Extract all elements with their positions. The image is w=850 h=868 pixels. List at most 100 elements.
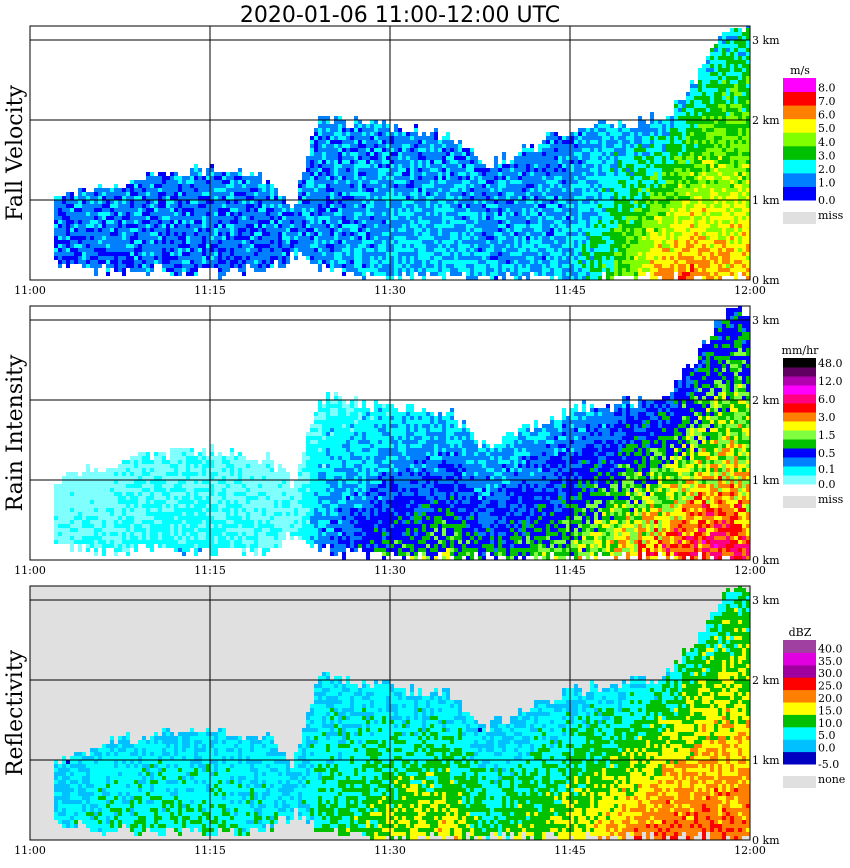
heatmap-cell bbox=[422, 148, 426, 152]
heatmap-cell bbox=[386, 448, 390, 456]
heatmap-cell bbox=[186, 252, 190, 256]
heatmap-cell bbox=[82, 204, 86, 236]
heatmap-cell bbox=[290, 224, 294, 228]
heatmap-cell bbox=[410, 148, 414, 152]
heatmap-cell bbox=[366, 160, 370, 164]
heatmap-cell bbox=[474, 488, 478, 492]
heatmap-cell bbox=[682, 152, 686, 160]
heatmap-cell bbox=[346, 144, 350, 148]
heatmap-cell bbox=[194, 456, 198, 468]
heatmap-cell bbox=[702, 172, 706, 176]
heatmap-cell bbox=[618, 140, 622, 148]
heatmap-cell bbox=[290, 532, 294, 536]
heatmap-cell bbox=[330, 540, 334, 544]
heatmap-cell bbox=[150, 460, 154, 464]
heatmap-cell bbox=[238, 240, 242, 244]
heatmap-cell bbox=[730, 112, 734, 124]
heatmap-cell bbox=[610, 200, 614, 208]
heatmap-cell bbox=[294, 204, 298, 228]
heatmap-cell bbox=[586, 132, 590, 148]
heatmap-cell bbox=[714, 240, 718, 244]
heatmap-cell bbox=[610, 148, 614, 152]
heatmap-cell bbox=[250, 244, 254, 248]
heatmap-cell bbox=[258, 212, 262, 220]
heatmap-cell bbox=[594, 128, 598, 132]
heatmap-cell bbox=[194, 528, 198, 532]
heatmap-cell bbox=[262, 524, 266, 528]
heatmap-cell bbox=[390, 524, 394, 528]
heatmap-cell bbox=[598, 176, 602, 184]
heatmap-cell bbox=[674, 156, 678, 160]
heatmap-cell bbox=[470, 460, 474, 464]
heatmap-cell bbox=[442, 256, 446, 260]
heatmap-cell bbox=[534, 196, 538, 200]
heatmap-cell bbox=[370, 476, 374, 480]
heatmap-cell bbox=[686, 164, 690, 168]
heatmap-cell bbox=[582, 132, 586, 136]
heatmap-cell bbox=[506, 232, 510, 244]
heatmap-cell bbox=[650, 192, 654, 200]
heatmap-cell bbox=[502, 180, 506, 188]
heatmap-cell bbox=[398, 548, 402, 556]
heatmap-cell bbox=[186, 176, 190, 180]
heatmap-cell bbox=[386, 412, 390, 416]
heatmap-cell bbox=[558, 232, 562, 236]
heatmap-cell bbox=[214, 476, 218, 504]
heatmap-cell bbox=[282, 492, 286, 496]
heatmap-cell bbox=[118, 504, 122, 516]
heatmap-cell bbox=[486, 264, 490, 276]
heatmap-cell bbox=[546, 176, 550, 180]
heatmap-cell bbox=[342, 128, 346, 132]
heatmap-cell bbox=[262, 236, 266, 244]
heatmap-cell bbox=[126, 192, 130, 196]
heatmap-cell bbox=[418, 136, 422, 140]
heatmap-cell bbox=[642, 272, 646, 276]
heatmap-cell bbox=[478, 164, 482, 168]
heatmap-cell bbox=[698, 248, 702, 256]
heatmap-cell bbox=[222, 200, 226, 204]
heatmap-cell bbox=[510, 460, 514, 468]
heatmap-cell bbox=[506, 260, 510, 264]
heatmap-cell bbox=[406, 264, 410, 268]
heatmap-cell bbox=[734, 232, 738, 236]
heatmap-cell bbox=[338, 220, 342, 224]
heatmap-cell bbox=[566, 216, 570, 220]
heatmap-cell bbox=[458, 204, 462, 208]
heatmap-cell bbox=[394, 236, 398, 240]
heatmap-cell bbox=[310, 440, 314, 444]
heatmap-cell bbox=[254, 512, 258, 528]
heatmap-cell bbox=[218, 180, 222, 188]
heatmap-cell bbox=[342, 120, 346, 128]
heatmap-cell bbox=[94, 520, 98, 528]
heatmap-cell bbox=[406, 136, 410, 144]
heatmap-cell bbox=[590, 208, 594, 216]
heatmap-cell bbox=[118, 528, 122, 544]
heatmap-cell bbox=[746, 192, 750, 196]
heatmap-cell bbox=[486, 220, 490, 236]
heatmap-cell bbox=[366, 544, 370, 548]
heatmap-cell bbox=[706, 240, 710, 248]
heatmap-cell bbox=[546, 220, 550, 232]
heatmap-cell bbox=[322, 436, 326, 440]
heatmap-cell bbox=[546, 168, 550, 172]
heatmap-cell bbox=[430, 496, 434, 504]
heatmap-cell bbox=[710, 224, 714, 232]
heatmap-cell bbox=[410, 472, 414, 476]
heatmap-cell bbox=[286, 228, 290, 232]
heatmap-cell bbox=[458, 152, 462, 156]
heatmap-cell bbox=[514, 256, 518, 260]
heatmap-cell bbox=[166, 460, 170, 464]
heatmap-cell bbox=[618, 232, 622, 252]
heatmap-cell bbox=[622, 236, 626, 244]
heatmap-cell bbox=[154, 208, 158, 212]
heatmap-cell bbox=[258, 252, 262, 264]
heatmap-cell bbox=[254, 260, 258, 264]
heatmap-cell bbox=[310, 260, 314, 264]
heatmap-cell bbox=[358, 460, 362, 464]
heatmap-cell bbox=[670, 192, 674, 196]
heatmap-cell bbox=[150, 236, 154, 240]
heatmap-cell bbox=[730, 104, 734, 108]
heatmap-cell bbox=[246, 228, 250, 236]
heatmap-cell bbox=[190, 260, 194, 264]
heatmap-cell bbox=[670, 172, 674, 176]
